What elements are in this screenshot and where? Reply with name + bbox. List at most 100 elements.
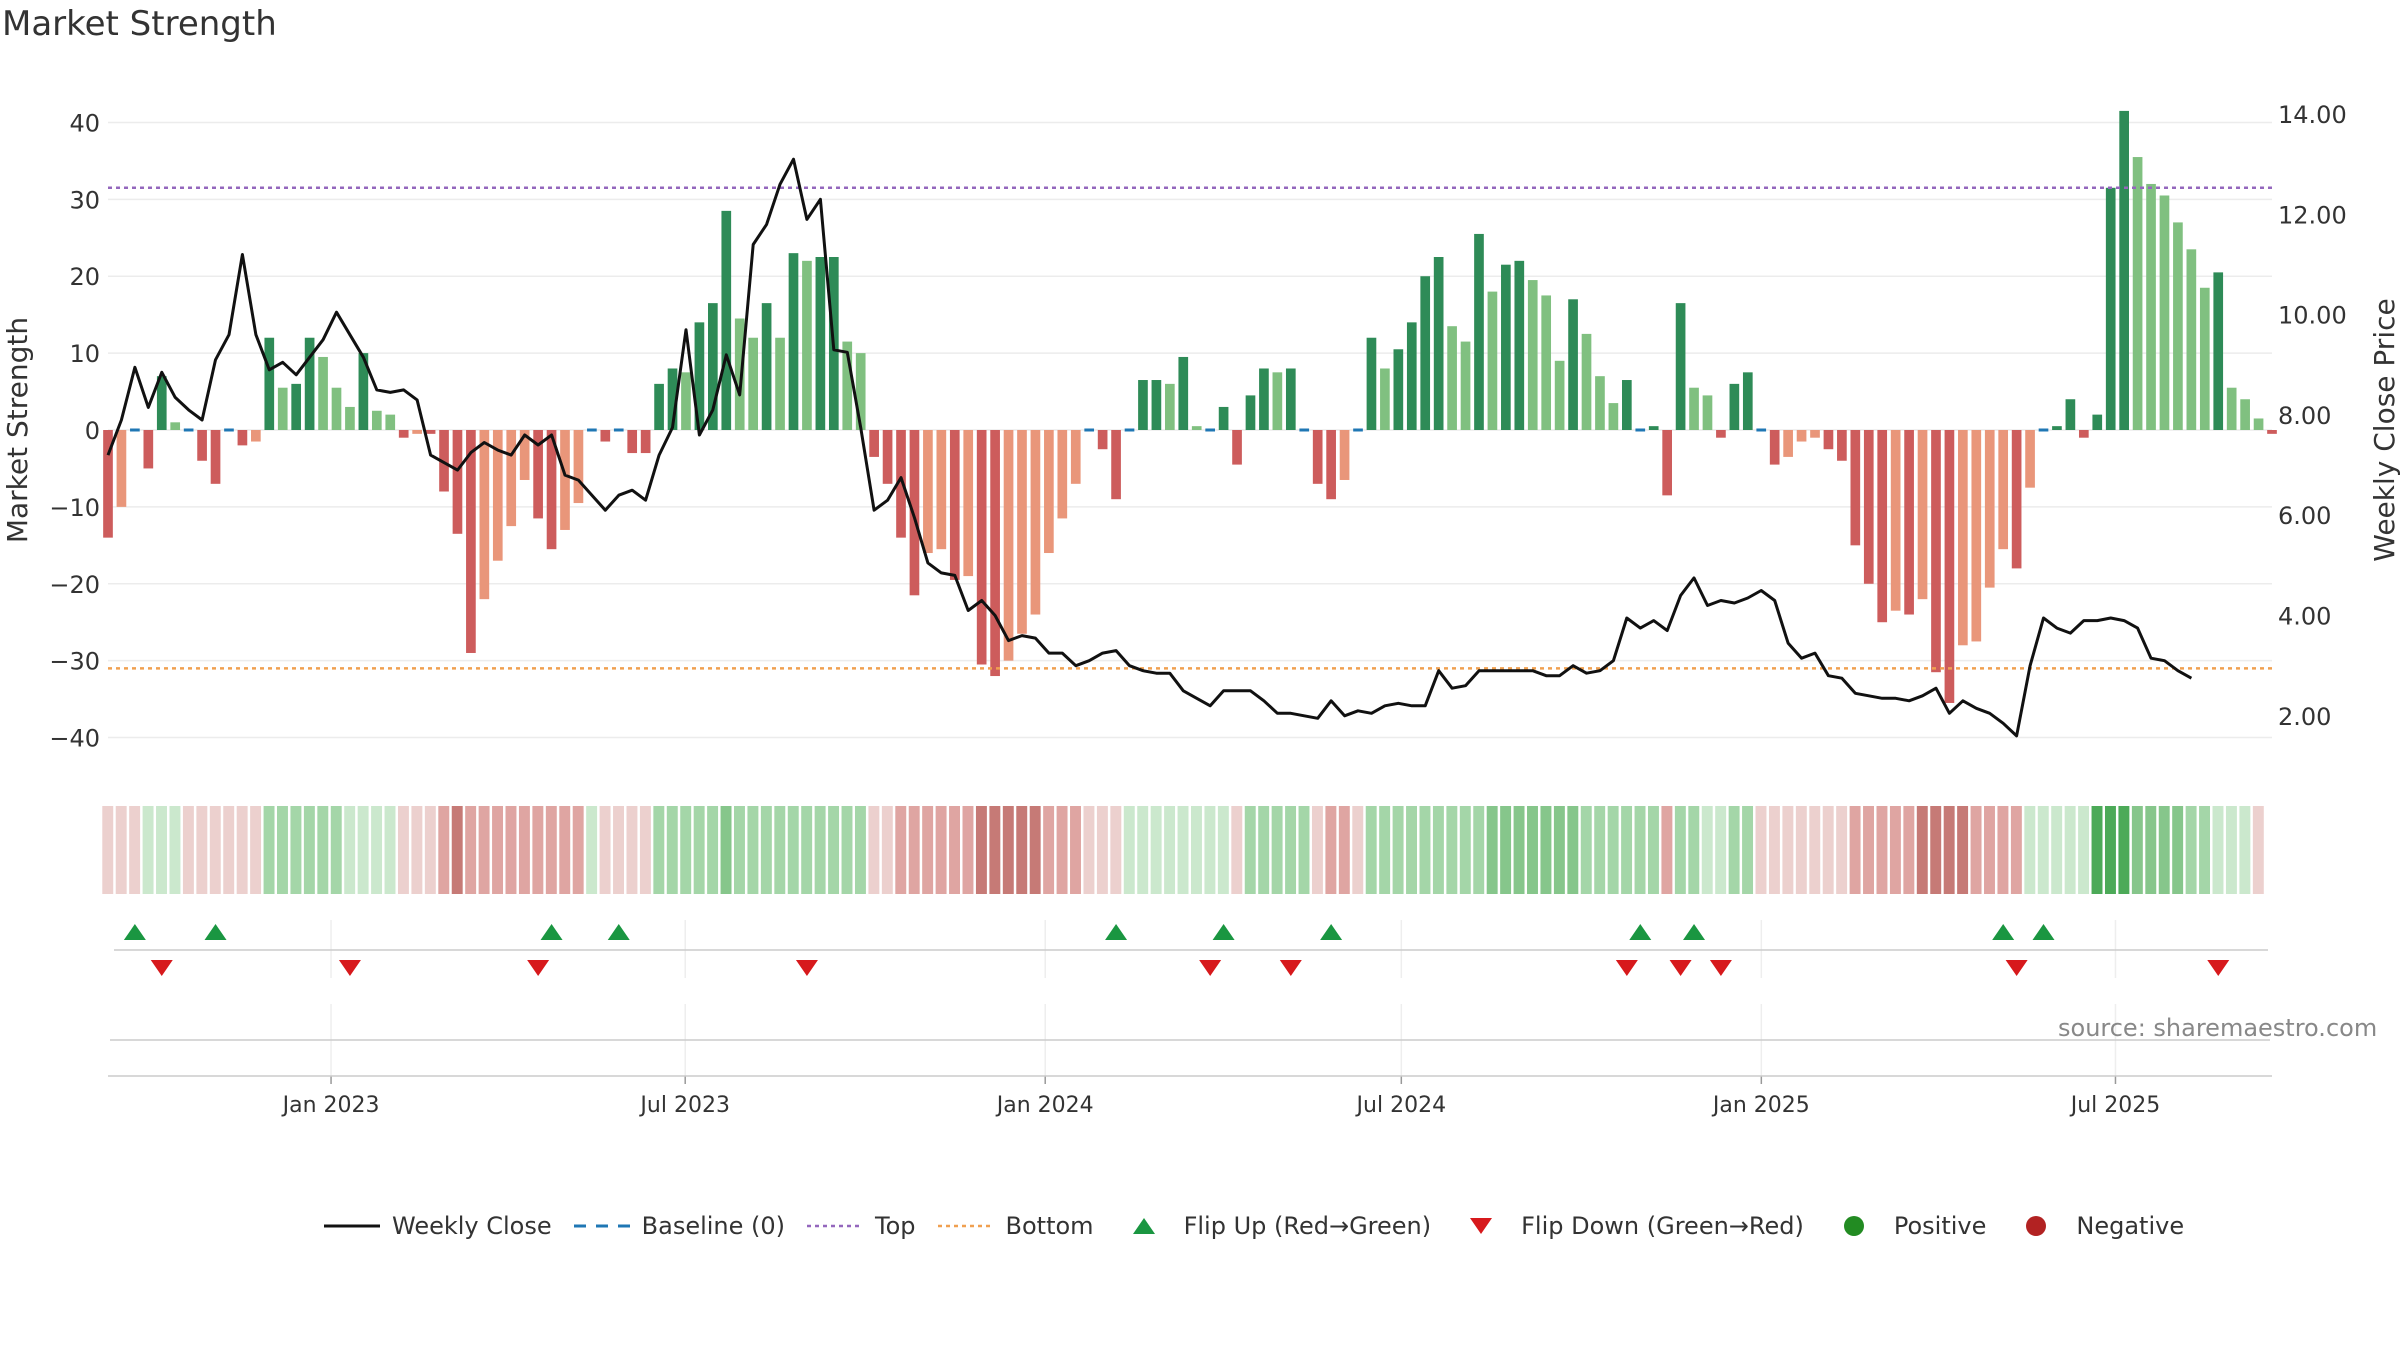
strength-bar xyxy=(1501,264,1511,430)
strength-bar xyxy=(1339,430,1350,480)
heat-cell xyxy=(384,806,396,894)
strength-bar xyxy=(882,430,893,484)
y2-tick-label: 6.00 xyxy=(2278,502,2331,530)
heat-cell xyxy=(1177,806,1189,894)
heat-cell xyxy=(1647,806,1659,894)
heat-cell xyxy=(1043,806,1055,894)
y-tick-label: −30 xyxy=(49,648,100,676)
strength-bar xyxy=(479,430,490,600)
heat-cell xyxy=(1486,806,1498,894)
strength-bar xyxy=(1406,322,1417,430)
strength-bar xyxy=(156,376,167,430)
heat-cell xyxy=(1836,806,1848,894)
strength-bar xyxy=(640,430,651,454)
strength-bar xyxy=(1057,430,1068,519)
strength-bar xyxy=(210,430,221,484)
strength-bar xyxy=(1447,326,1457,430)
strength-bars xyxy=(103,110,2277,703)
heat-cell xyxy=(2118,806,2130,894)
heat-cell xyxy=(196,806,208,894)
y2-tick-label: 12.00 xyxy=(2278,201,2347,229)
strength-bar xyxy=(1621,380,1632,430)
heat-cell xyxy=(478,806,490,894)
heat-cell xyxy=(922,806,934,894)
source-note: source: sharemaestro.com xyxy=(2058,1014,2378,1042)
heat-cell xyxy=(599,806,611,894)
heat-cell xyxy=(357,806,369,894)
strength-bar xyxy=(1729,383,1740,430)
strength-bar xyxy=(1581,333,1592,430)
strength-bar xyxy=(1420,276,1431,430)
heat-cell xyxy=(2078,806,2090,894)
strength-bar xyxy=(1030,430,1041,615)
heat-cell xyxy=(2131,806,2143,894)
y2-tick-label: 10.00 xyxy=(2278,302,2347,330)
heat-cell xyxy=(787,806,799,894)
heat-cell xyxy=(666,806,678,894)
strength-bar xyxy=(802,260,812,430)
heat-cell xyxy=(532,806,544,894)
strength-bar xyxy=(2025,430,2035,488)
heat-cell xyxy=(236,806,248,894)
legend-symbol-dash xyxy=(572,1214,632,1238)
heat-cell xyxy=(2199,806,2211,894)
heat-cell xyxy=(2158,806,2170,894)
heat-cell xyxy=(1782,806,1794,894)
heat-cell xyxy=(680,806,692,894)
legend-item-bottom: Bottom xyxy=(936,1212,1094,1240)
legend-item-negative: Negative xyxy=(2006,1212,2184,1240)
flip-up-marker xyxy=(607,924,630,940)
strength-bar xyxy=(1850,430,1861,546)
heat-cell xyxy=(1338,806,1350,894)
strength-bar xyxy=(345,406,355,430)
strength-bar xyxy=(949,430,960,580)
heat-cell xyxy=(1889,806,1901,894)
strength-bar xyxy=(1259,368,1269,430)
heat-cell xyxy=(263,806,275,894)
strength-bar xyxy=(1769,430,1780,465)
heat-cell xyxy=(142,806,154,894)
strength-bar xyxy=(627,430,638,454)
strength-bar xyxy=(2253,418,2264,430)
strength-bar xyxy=(546,430,557,550)
heat-cell xyxy=(1392,806,1404,894)
strength-bar xyxy=(1070,430,1081,484)
legend-symbol-tri-down xyxy=(1451,1214,1511,1238)
strength-bar xyxy=(1742,372,1753,430)
heat-cell xyxy=(1984,806,1995,894)
strength-bar xyxy=(1984,430,1995,588)
flip-up-marker xyxy=(1683,924,1706,940)
heat-cell xyxy=(102,806,114,894)
strength-bar xyxy=(976,430,987,665)
heat-cell xyxy=(1621,806,1633,894)
strength-bar xyxy=(1218,406,1229,430)
strength-bar xyxy=(963,430,974,577)
heat-cell xyxy=(747,806,759,894)
flip-down-marker xyxy=(527,960,550,976)
heat-cell xyxy=(828,806,840,894)
heat-cell xyxy=(962,806,974,894)
strength-bar xyxy=(1917,430,1928,600)
strength-bar xyxy=(1608,403,1619,430)
heat-cell xyxy=(572,806,584,894)
flip-up-marker xyxy=(1320,924,1343,940)
strength-bar xyxy=(519,430,530,480)
strength-bar xyxy=(2199,287,2210,430)
strength-bar xyxy=(1245,395,1256,430)
heat-cell xyxy=(2185,806,2197,894)
x-tick-label: Jul 2024 xyxy=(1355,1093,1447,1118)
strength-bar xyxy=(358,353,369,430)
strength-bar xyxy=(1648,426,1659,430)
strength-bar xyxy=(2105,187,2116,430)
heat-cell xyxy=(2064,806,2076,894)
y-tick-label: 10 xyxy=(69,340,100,368)
strength-bar xyxy=(1863,430,1874,584)
heat-cell xyxy=(1217,806,1229,894)
strength-bar xyxy=(2173,222,2183,430)
y-tick-label: −20 xyxy=(49,571,100,599)
x-tick-label: Jan 2024 xyxy=(995,1093,1094,1118)
flip-down-marker xyxy=(1669,960,1692,976)
heat-cell xyxy=(411,806,423,894)
strength-bar xyxy=(560,430,570,530)
heat-cell xyxy=(949,806,961,894)
